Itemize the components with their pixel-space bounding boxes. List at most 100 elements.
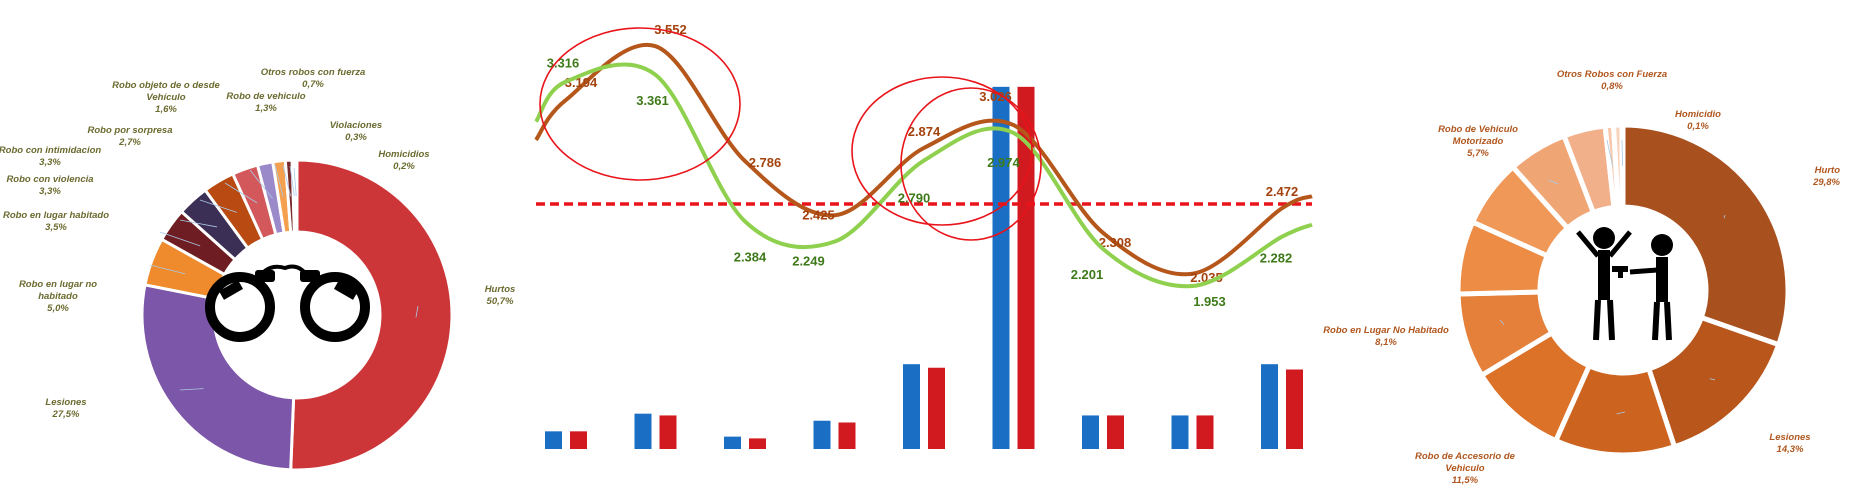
middle-line-bar-chart: 3.1943.5522.7862.4252.8743.0262.3082.035…: [534, 22, 1313, 449]
right-slice-percent: 8,1%: [1375, 337, 1397, 348]
data-label: 3.026: [979, 89, 1012, 104]
left-leader-line: [415, 305, 419, 318]
right-donut-chart: [1455, 122, 1791, 458]
left-slice-label: Robo en lugar habitado: [3, 210, 109, 221]
robbery-figures-icon: [1576, 227, 1673, 341]
right-slice-label: Robo de Vehiculo: [1438, 124, 1518, 135]
bar-red: [1196, 415, 1214, 449]
right-leader-line: [1499, 319, 1505, 325]
right-slice-percent: 29,8%: [1812, 177, 1840, 188]
highlight-circle: [900, 87, 1042, 241]
bar-blue: [545, 431, 562, 449]
handcuffs-icon: [205, 264, 370, 342]
data-label: 2.249: [792, 254, 825, 269]
right-slice-label: Lesiones: [1769, 432, 1810, 443]
bar-red: [570, 431, 587, 449]
left-leader-line: [289, 165, 295, 197]
left-leader-line: [179, 388, 204, 391]
left-slice-label: Robo con intimidacion: [0, 145, 101, 156]
left-slice-label: Violaciones: [330, 120, 382, 131]
bar-red: [928, 367, 945, 449]
right-leader-line: [1616, 411, 1626, 415]
bar-blue: [1082, 415, 1099, 449]
bar-red: [1017, 86, 1035, 449]
data-label: 2.425: [802, 207, 835, 222]
bar-blue: [813, 420, 831, 449]
left-slice-percent: 3,5%: [45, 222, 67, 233]
right-slice: [1620, 122, 1791, 348]
data-label: 1.953: [1193, 294, 1226, 309]
left-slice-percent: 27,5%: [52, 409, 80, 420]
right-slice-label: Otros Robos con Fuerza: [1557, 69, 1667, 80]
right-slice-label: Hurto: [1815, 165, 1841, 176]
left-leader-line: [179, 219, 218, 228]
right-leader-line: [1621, 139, 1624, 167]
right-slice-percent: 5,7%: [1467, 148, 1489, 159]
data-label: 2.874: [908, 124, 941, 139]
data-label: 2.384: [734, 249, 767, 264]
left-donut-chart: [140, 158, 454, 472]
right-slice-label: Vehiculo: [1445, 463, 1484, 474]
bar-red: [659, 415, 677, 449]
right-slice-label: Motorizado: [1453, 136, 1504, 147]
data-label: 2.790: [898, 191, 931, 206]
orange-series-line: [534, 42, 1313, 277]
left-slice-percent: 1,6%: [155, 104, 177, 115]
left-slice-percent: 1,3%: [255, 103, 277, 114]
green-series-line: [534, 62, 1313, 289]
bar-red: [749, 438, 766, 449]
highlight-circle: [851, 76, 1033, 226]
left-slice-label: Otros robos con fuerza: [261, 67, 366, 78]
right-slice-percent: 11,5%: [1452, 475, 1479, 486]
right-leader-line: [1547, 179, 1559, 185]
bar-red: [838, 422, 856, 449]
right-slice-label: Robo en Lugar No Habitado: [1323, 325, 1449, 336]
left-leader-line: [282, 164, 292, 197]
left-leader-line: [249, 169, 273, 199]
bar-red: [1107, 415, 1124, 449]
data-label: 2.308: [1099, 235, 1132, 250]
bar-blue: [1261, 364, 1278, 449]
left-slice-percent: 3,3%: [39, 186, 61, 197]
left-slice-percent: 3,3%: [39, 157, 61, 168]
right-leader-line: [1606, 139, 1614, 167]
left-slice: [140, 283, 296, 472]
right-leader-line: [1723, 214, 1726, 219]
left-slice-label: Robo por sorpresa: [88, 125, 173, 136]
left-slice-label: Robo de vehiculo: [226, 91, 305, 102]
right-slice-label: Homicidio: [1675, 109, 1721, 120]
left-slice-label: Hurtos: [485, 284, 516, 295]
left-slice: [289, 158, 454, 472]
data-label: 2.786: [749, 155, 782, 170]
bar-blue: [634, 413, 652, 449]
data-label: 2.282: [1260, 251, 1293, 266]
bar-blue: [903, 364, 920, 449]
left-slice-label: Vehículo: [146, 92, 185, 103]
left-slice-percent: 5,0%: [47, 303, 69, 314]
left-slice-label: Robo objeto de o desde: [112, 80, 220, 91]
right-slice-percent: 0,1%: [1687, 121, 1709, 132]
data-label: 3.316: [547, 56, 580, 71]
data-label: 3.361: [636, 93, 669, 108]
left-leader-line: [224, 182, 258, 204]
bar-blue: [992, 86, 1010, 449]
left-leader-line: [199, 199, 237, 213]
data-label: 2.472: [1266, 184, 1299, 199]
data-label: 2.974: [987, 155, 1020, 170]
highlight-circle: [539, 27, 741, 181]
left-leader-line: [274, 164, 284, 197]
right-leader-line: [1709, 378, 1716, 381]
left-leader-line: [293, 167, 297, 197]
data-label: 2.201: [1071, 267, 1104, 282]
left-slice-label: Homicidios: [378, 149, 429, 160]
left-slice-label: Robo con violencia: [6, 174, 93, 185]
bar-blue: [724, 436, 741, 449]
left-slice-label: Lesiones: [45, 397, 86, 408]
right-slice-percent: 0,8%: [1601, 81, 1623, 92]
bar-red: [1286, 369, 1303, 449]
left-slice-label: Robo en lugar no: [19, 279, 97, 290]
left-slice-percent: 0,2%: [393, 161, 415, 172]
